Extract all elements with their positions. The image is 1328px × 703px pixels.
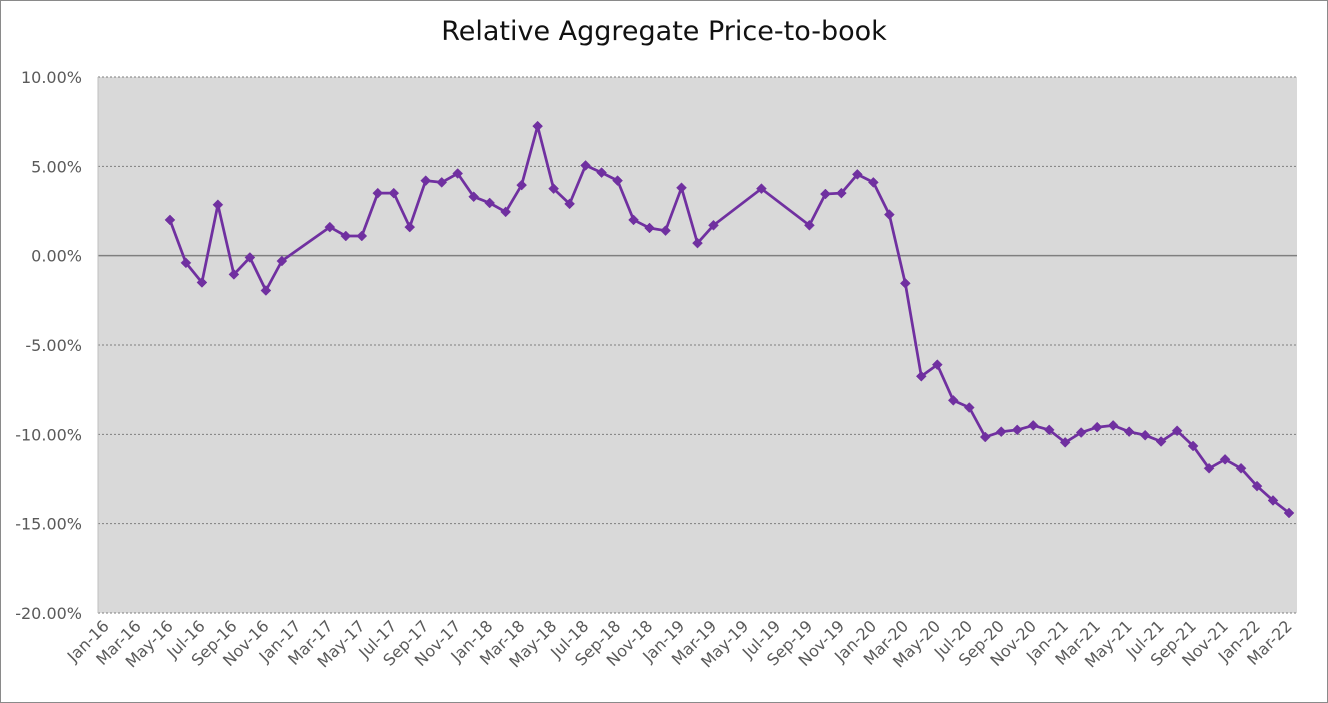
data-point <box>820 188 831 200</box>
data-point <box>1107 420 1119 431</box>
data-point <box>516 179 528 191</box>
data-point <box>915 370 927 382</box>
data-point <box>1011 424 1023 436</box>
data-point <box>947 395 959 406</box>
y-tick-label: -5.00% <box>25 336 82 355</box>
data-point <box>164 214 176 226</box>
data-point <box>612 175 623 186</box>
data-point <box>708 219 719 231</box>
data-point <box>995 426 1007 438</box>
data-point <box>1203 462 1215 474</box>
data-point <box>1171 425 1183 437</box>
data-point <box>1139 429 1151 441</box>
data-point <box>564 198 575 210</box>
data-point <box>500 206 512 218</box>
data-point <box>324 221 336 233</box>
data-point <box>580 160 591 171</box>
data-point <box>852 169 863 180</box>
data-point <box>867 177 879 188</box>
data-point <box>212 199 224 211</box>
data-point <box>1027 420 1039 431</box>
data-point <box>660 225 671 237</box>
data-point <box>276 255 288 267</box>
data-point <box>1283 507 1295 519</box>
y-tick-label: 10.00% <box>21 68 82 87</box>
data-point <box>420 175 432 186</box>
data-point <box>1251 480 1263 492</box>
data-point <box>1091 421 1103 433</box>
data-point <box>883 209 895 220</box>
data-point <box>931 359 943 371</box>
y-tick-label: 0.00% <box>31 247 82 266</box>
data-point <box>180 257 192 269</box>
data-point <box>1235 462 1247 474</box>
data-point <box>676 182 687 194</box>
y-tick-label: -20.00% <box>15 604 82 623</box>
data-point <box>1187 440 1199 452</box>
data-point <box>372 187 384 199</box>
data-point <box>1075 427 1087 438</box>
chart-title: Relative Aggregate Price-to-book <box>441 16 887 47</box>
data-point <box>196 277 208 288</box>
data-point <box>836 187 847 199</box>
data-point <box>484 197 496 209</box>
data-point <box>804 219 815 231</box>
data-point <box>756 183 767 195</box>
data-point <box>1219 453 1231 465</box>
data-point <box>979 431 991 443</box>
plot-area <box>98 77 1297 613</box>
data-point <box>963 402 975 413</box>
data-point <box>404 221 416 233</box>
data-point <box>356 230 368 242</box>
data-point <box>548 183 559 195</box>
data-point <box>628 214 639 226</box>
y-tick-label: -10.00% <box>15 425 82 444</box>
data-point <box>899 278 911 289</box>
data-point <box>436 177 448 188</box>
data-point <box>1155 436 1167 447</box>
data-point <box>228 269 240 280</box>
data-point <box>1059 437 1071 448</box>
data-point <box>452 168 464 179</box>
data-point <box>388 187 400 199</box>
data-point <box>468 191 480 203</box>
data-point <box>260 285 272 296</box>
data-point <box>340 230 352 242</box>
data-point <box>644 222 655 234</box>
data-point <box>1267 495 1279 506</box>
data-point <box>1043 424 1055 436</box>
data-point <box>244 252 256 263</box>
data-point <box>1123 426 1135 438</box>
data-point <box>692 237 703 249</box>
data-point <box>596 167 607 178</box>
y-tick-label: 5.00% <box>31 157 82 176</box>
y-tick-label: -15.00% <box>15 515 82 534</box>
data-point <box>532 120 543 132</box>
